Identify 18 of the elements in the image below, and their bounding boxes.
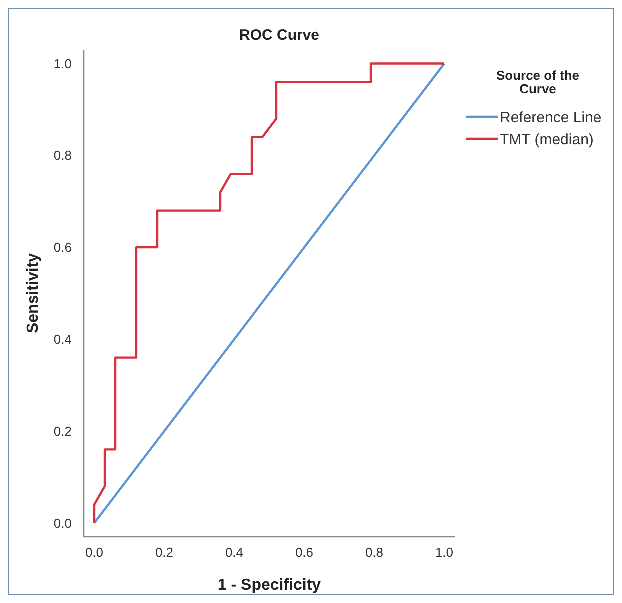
x-tick-label: 0.8 (365, 545, 384, 560)
x-tick-label: 0.4 (225, 545, 244, 560)
x-tick-label: 0.0 (85, 545, 104, 560)
y-tick-label: 0.4 (54, 332, 72, 347)
x-tick-label: 0.2 (155, 545, 174, 560)
x-tick-label: 1.0 (435, 545, 454, 560)
x-axis-title: 1 - Specificity (218, 577, 322, 594)
y-tick-label: 1.0 (54, 56, 72, 72)
y-tick-label: 0.6 (54, 240, 72, 256)
x-tick-label: 0.6 (295, 545, 314, 560)
y-tick-label: 0.8 (54, 148, 72, 164)
legend-label: TMT (median) (500, 131, 594, 148)
legend-title: Source of the Curve (496, 68, 580, 97)
y-tick-label: 0.0 (54, 516, 72, 531)
y-tick-label: 0.2 (54, 424, 72, 439)
chart-title: ROC Curve (239, 27, 320, 44)
legend-label: Reference Line (500, 109, 602, 126)
y-axis-title: Sensitivity (25, 253, 42, 334)
